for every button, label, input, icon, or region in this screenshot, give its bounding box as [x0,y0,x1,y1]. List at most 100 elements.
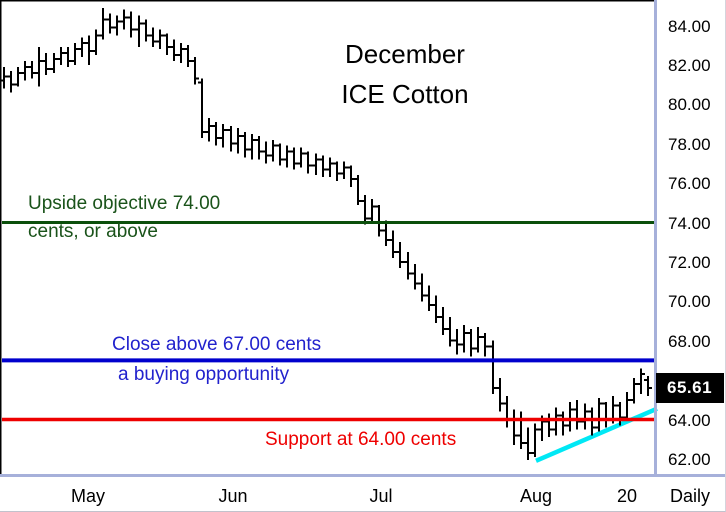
ohlc-bar [142,19,150,42]
y-axis-label: 70.00 [668,292,711,312]
upside-objective-annotation-line2: cents, or above [28,221,158,242]
ohlc-bar [212,122,220,146]
ohlc-bar [404,252,412,280]
ohlc-bar [106,13,114,34]
ohlc-bar [474,326,482,353]
ohlc-bar [297,147,305,168]
frame-top-border [0,0,657,2]
ohlc-bar [467,328,475,357]
ohlc-bar [446,317,454,347]
ohlc-bar [333,161,341,182]
ohlc-bar [113,15,121,36]
ohlc-bar [644,376,652,396]
ohlc-bar [531,423,539,457]
ohlc-bar [170,39,178,61]
buy-signal-annotation-line2: a buying opportunity [118,364,290,385]
ohlc-bar [234,127,242,154]
ohlc-bar [50,53,58,73]
ohlc-bar [595,397,603,432]
ohlc-bar [453,328,461,355]
chart-title-line1: December [345,39,465,69]
x-axis-label-may: May [70,486,105,506]
ohlc-bar [439,307,447,335]
ohlc-bar [460,324,468,353]
ohlc-bar [191,57,199,85]
ohlc-bar [602,401,610,428]
ohlc-bar [28,60,36,79]
ohlc-bar [418,273,426,302]
timeframe-label: Daily [670,486,711,506]
ohlc-bar [354,175,362,205]
ohlc-bar [127,11,135,38]
y-axis-label: 74.00 [668,213,711,233]
ohlc-bar [389,230,397,258]
ohlc-bar [312,153,320,176]
frame-left-border [0,0,2,476]
x-axis-label-jun: Jun [218,486,248,506]
x-axis-label-aug: Aug [519,486,553,506]
y-axis-line [654,0,657,477]
buy-signal-annotation-line1: Close above 67.00 cents [112,334,322,355]
price-bars [0,7,652,460]
ohlc-bar [57,47,65,65]
ohlc-bar [510,409,518,446]
ohlc-bar [64,47,72,67]
ohlc-bar [269,139,277,162]
ohlc-bar [156,29,164,50]
ohlc-bar [177,43,185,63]
ohlc-bar [559,411,567,436]
y-axis-label: 64.00 [668,410,711,430]
ohlc-bar [71,43,79,65]
ohlc-bar [623,391,631,420]
ohlc-bar [304,151,312,174]
x-axis-line [0,474,725,477]
ohlc-bar [340,161,348,180]
y-axis-label: 84.00 [668,16,711,36]
y-axis-label: 78.00 [668,134,711,154]
last-price-badge: 65.61 [656,373,724,403]
y-axis-label: 62.00 [668,449,711,469]
ohlc-bar [361,194,369,225]
ohlc-bar [382,220,390,247]
ohlc-bar [198,78,206,138]
ohlc-bar [241,131,249,158]
y-axis-label: 72.00 [668,252,711,272]
ohlc-bar [524,427,532,460]
ohlc-bar [630,378,638,404]
ohlc-bar [149,27,157,48]
ohlc-bar [184,45,192,67]
ohlc-bar [290,147,298,170]
ohlc-bar [7,70,15,93]
x-axis-label-jul: Jul [369,486,393,506]
ohlc-bar [92,29,100,56]
ohlc-bar [573,399,581,430]
ohlc-bar [42,53,50,75]
ohlc-bar [581,403,589,430]
ohlc-bar [35,47,43,87]
ohlc-bar [545,413,553,438]
ohlc-bar [489,340,497,394]
ohlc-bar [481,332,489,357]
ohlc-bar [78,37,86,58]
ohlc-bar [503,395,511,428]
ohlc-bar [552,407,560,436]
ohlc-bar [227,125,235,152]
y-axis-label: 80.00 [668,95,711,115]
ohlc-bar [326,157,334,178]
ohlc-bar [496,378,504,412]
upside-objective-annotation-line1: Upside objective 74.00 [28,193,221,214]
x-axis-label-20: 20 [616,486,638,506]
ohlc-bar [347,165,355,188]
ohlc-bar [566,401,574,432]
ohlc-bar [319,155,327,178]
ohlc-bar [432,295,440,323]
chart-title-line2: ICE Cotton [341,79,469,109]
ohlc-bar [396,242,404,268]
ohlc-bar [99,7,107,40]
uptrend-line[interactable] [535,406,658,463]
ohlc-bar [411,263,419,290]
y-axis-label: 76.00 [668,174,711,194]
